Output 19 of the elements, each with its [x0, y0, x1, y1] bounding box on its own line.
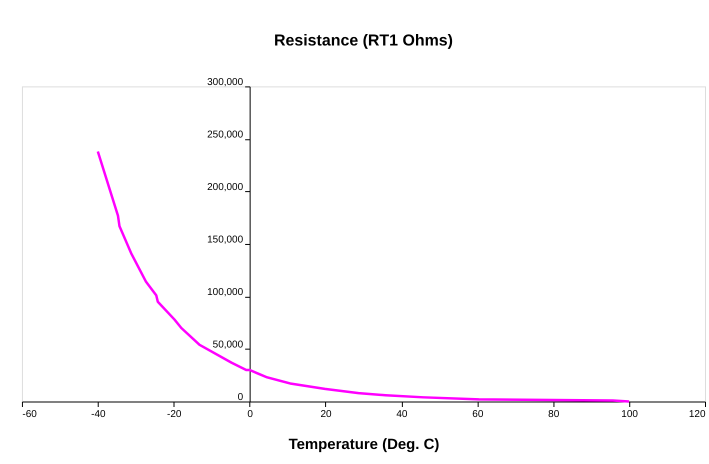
- x-tick-label: 0: [247, 408, 254, 420]
- x-tick-label: 100: [621, 408, 638, 420]
- x-tick-label: -20: [167, 408, 182, 420]
- y-tick-label: 200,000: [207, 182, 244, 193]
- x-axis-title: Temperature (Deg. C): [288, 436, 440, 453]
- x-tick-label: 120: [688, 408, 706, 420]
- y-tick-label: 300,000: [207, 76, 244, 88]
- x-tick-label: 40: [396, 408, 408, 420]
- x-tick-label: -40: [91, 408, 106, 420]
- y-tick-label: 50,000: [212, 340, 244, 350]
- x-tick-label: 60: [472, 408, 484, 420]
- x-tick-label: 80: [548, 408, 560, 420]
- y-tick-label: 250,000: [207, 129, 244, 140]
- chart-title: Resistance (RT1 Ohms): [274, 32, 453, 50]
- x-tick-label: 20: [320, 408, 332, 420]
- y-tick-label: 150,000: [207, 234, 244, 246]
- y-tick-label: 100,000: [207, 286, 244, 298]
- y-tick-label: 0: [238, 392, 244, 404]
- x-tick-label: -60: [22, 408, 38, 420]
